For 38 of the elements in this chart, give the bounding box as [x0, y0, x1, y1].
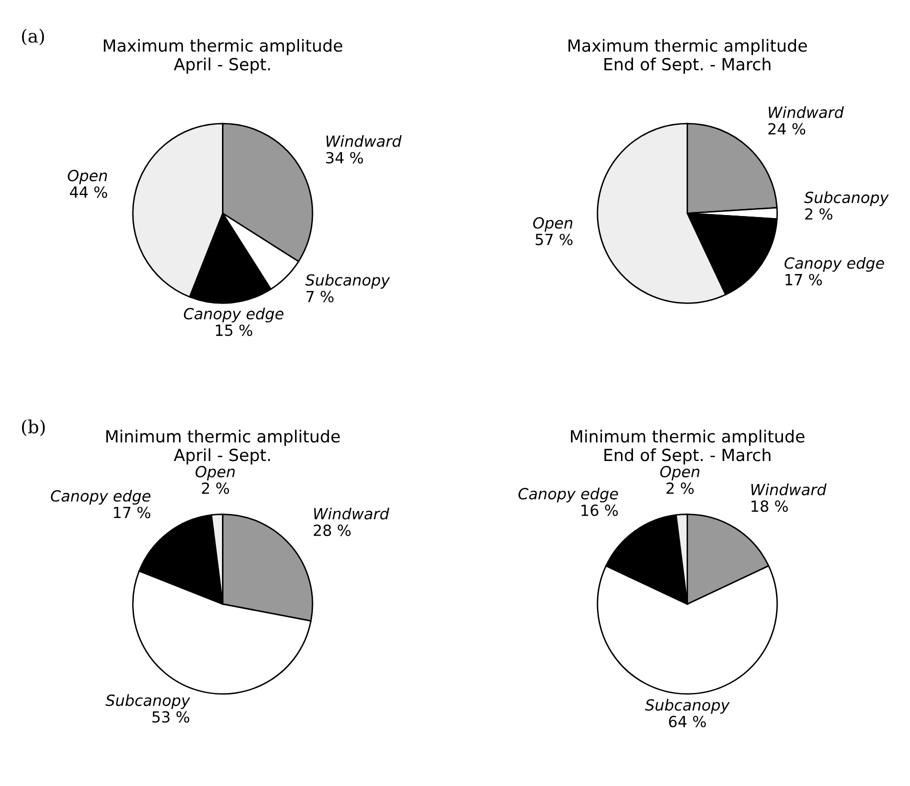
text: (b) [22, 420, 45, 436]
slice-label: Subcanopy [804, 191, 889, 206]
data-label: 24 % [768, 123, 806, 135]
data-label: 17 % [786, 274, 822, 286]
data-label: 2 % [666, 482, 694, 494]
slice-label: Subcanopy [305, 274, 390, 289]
text: (a) [22, 28, 44, 46]
chart-title: Maximum thermic amplitude April - Sept. [104, 38, 342, 74]
data-label: 53 % [152, 711, 190, 723]
data-label: 2 % [202, 482, 230, 494]
chart-title: Maximum thermic amplitude End of Sept. - March [568, 38, 807, 74]
slice-label: Open [196, 466, 235, 480]
slice-label: Canopy edge [50, 490, 150, 505]
slice-label: Canopy edge [784, 257, 884, 272]
slice-label: Open [660, 466, 700, 480]
data-label: 64 % [668, 716, 706, 728]
data-label: 17 % [114, 506, 150, 518]
chart-title: Minimum thermic amplitude April - Sept. [106, 430, 340, 464]
slice-label: Canopy edge [518, 488, 618, 502]
slice-label: Windward [326, 135, 402, 147]
data-label: 15 % [216, 324, 252, 336]
chart-title: Minimum thermic amplitude End of Sept. - March [570, 430, 804, 464]
data-label: 34 % [326, 152, 363, 164]
data-label: 18 % [752, 500, 788, 512]
slice-label: Windward [314, 508, 390, 520]
data-label: 7 % [306, 290, 334, 302]
data-label: 2 % [805, 208, 832, 220]
data-label: 57 % [536, 234, 573, 246]
data-label: 28 % [314, 524, 351, 536]
slice-label: Open [533, 217, 572, 232]
data-label: 44 % [70, 186, 108, 198]
slice-label: Subcanopy [106, 694, 190, 710]
data-label: 16 % [582, 504, 618, 516]
slice-label: Canopy edge [184, 308, 284, 322]
slice-label: Windward [751, 484, 827, 496]
slice-label: Subcanopy [645, 698, 730, 714]
slice-label: Windward [768, 106, 844, 118]
slice-label: Open [68, 170, 107, 184]
